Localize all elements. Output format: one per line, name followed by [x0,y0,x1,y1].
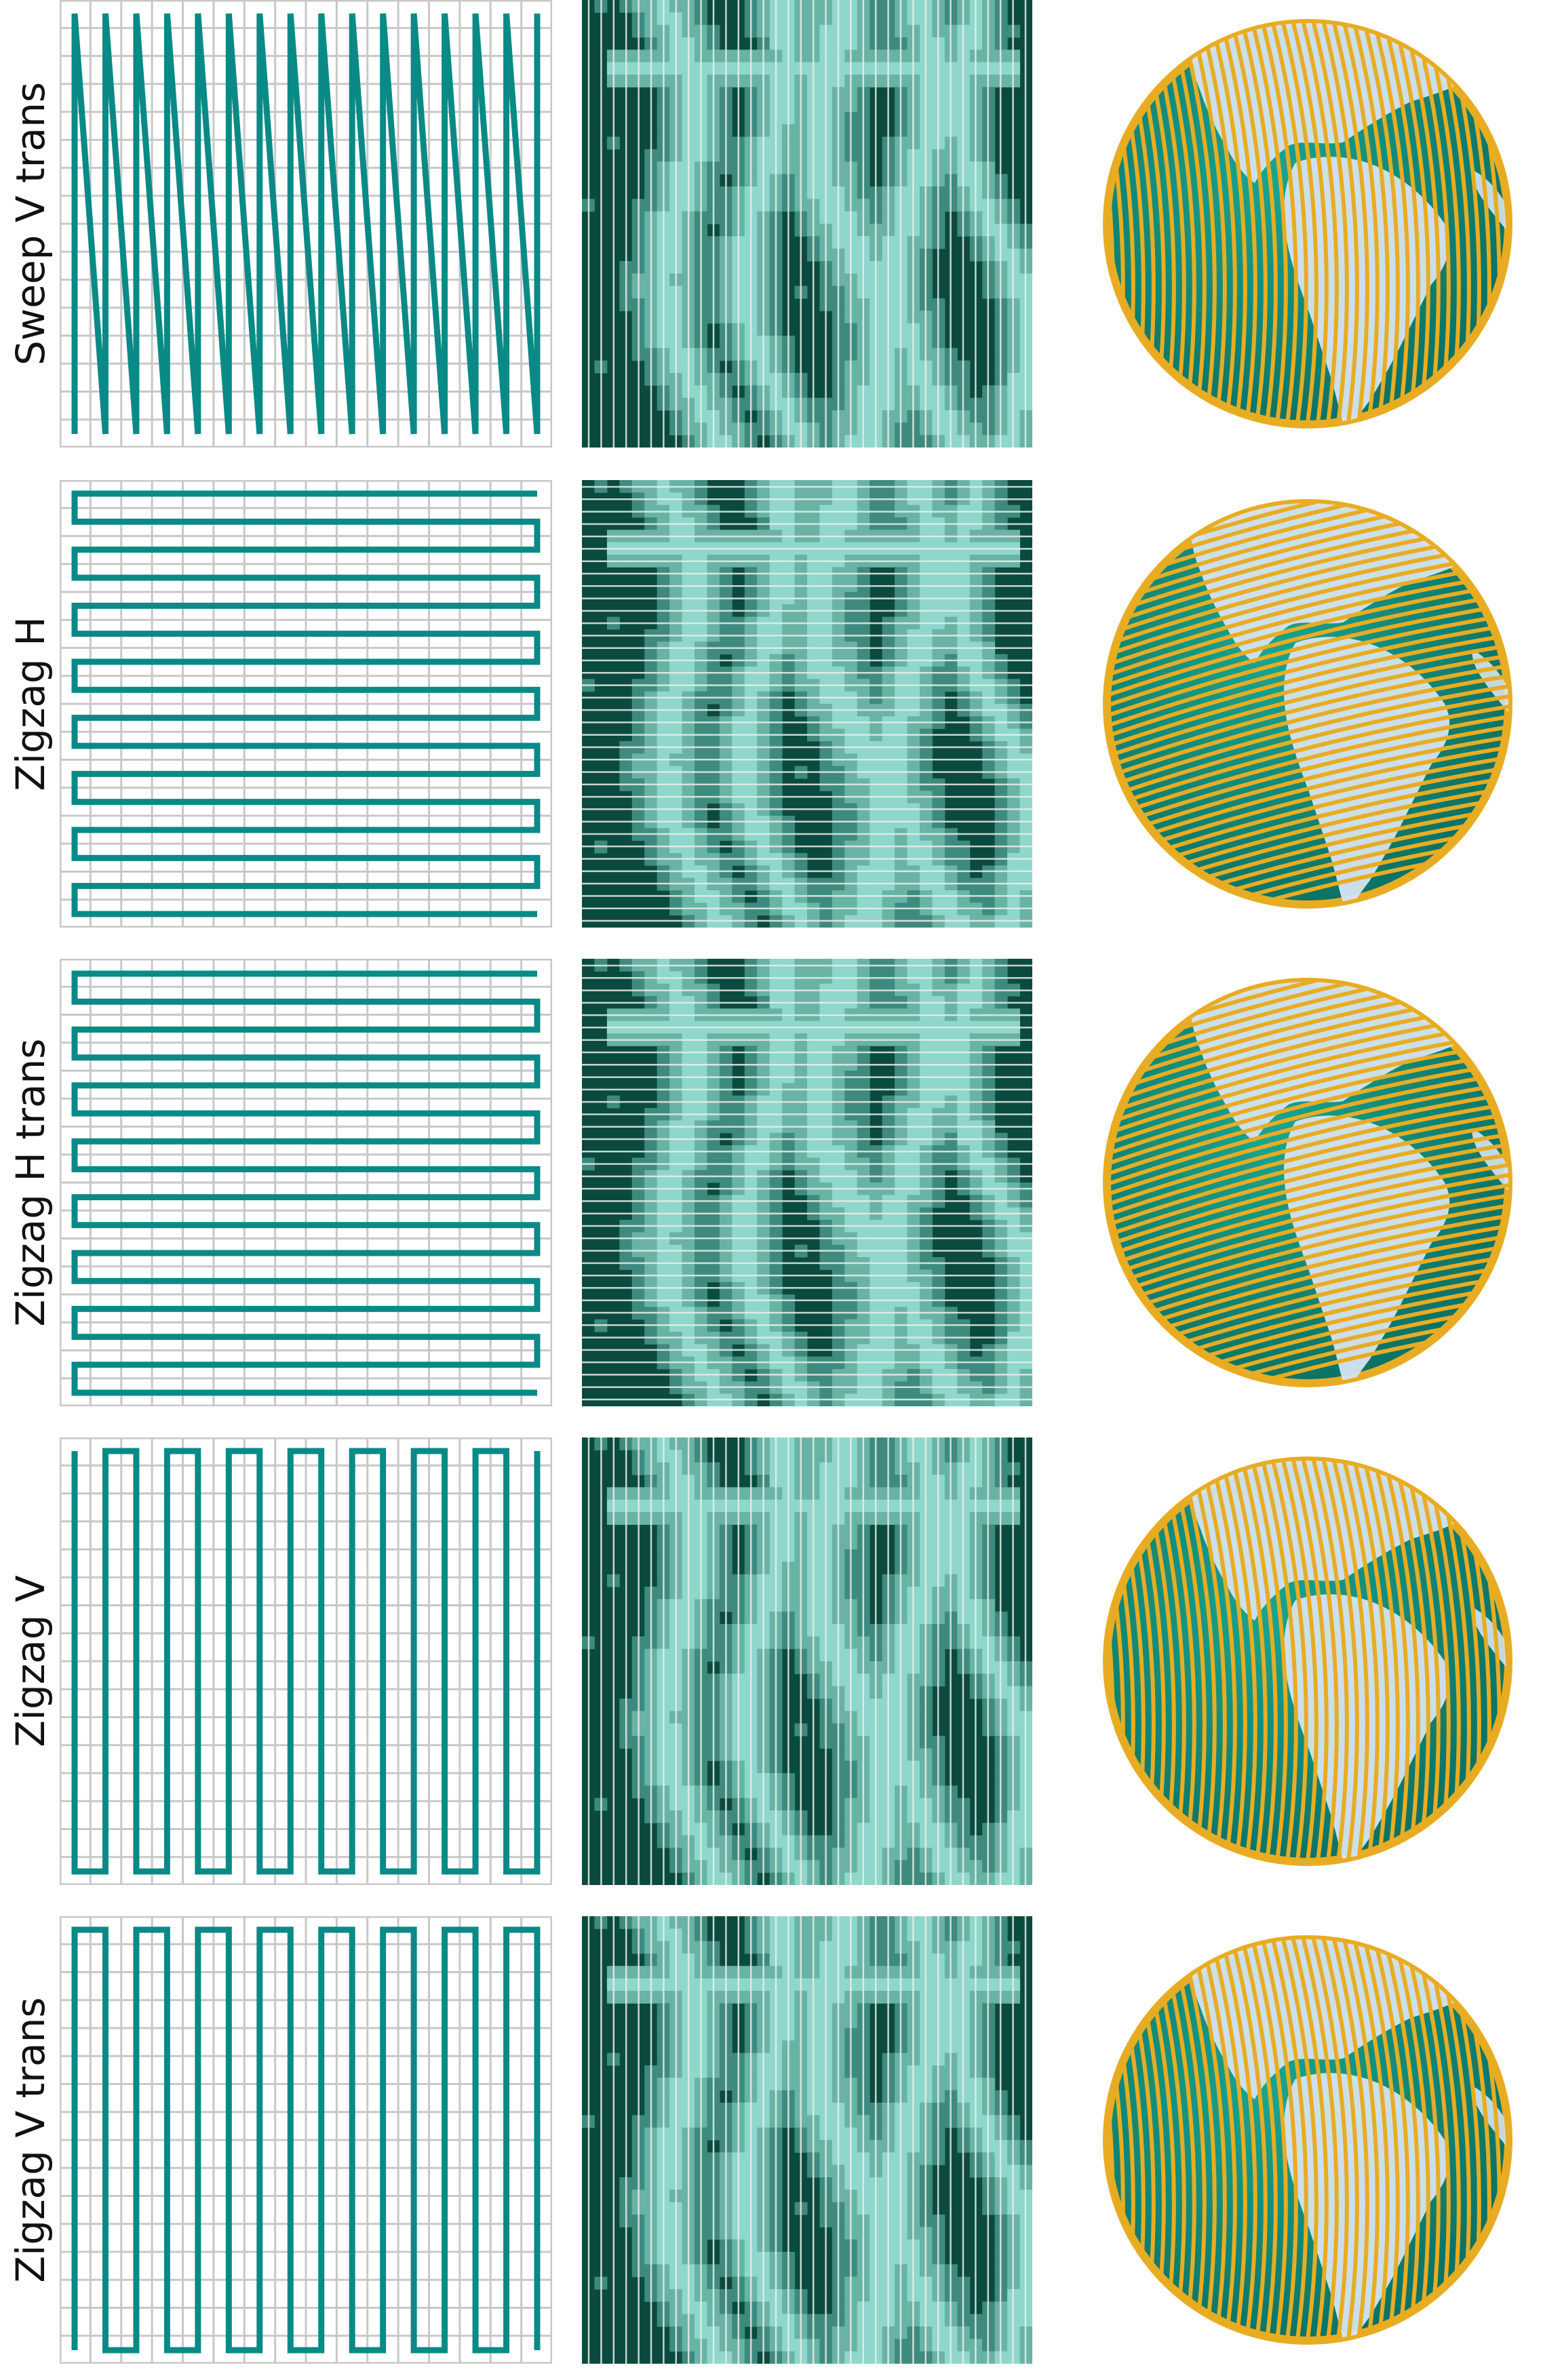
scan-path-plot [60,1916,552,2364]
scan-path-line [71,970,541,1396]
scan-path-panel [60,0,552,448]
scan-lines [582,964,1032,1401]
dem-raster [582,959,1032,1406]
globe-panel [1092,1916,1526,2364]
raster-cells [582,480,1032,928]
dem-raster [582,1916,1032,2364]
globe-panel [1092,959,1526,1406]
dem-raster-panel [582,1916,1032,2364]
row-zigzag-v-trans: Zigzag V trans [0,1916,1543,2364]
row-zigzag-h: Zigzag H [0,480,1543,928]
scan-path-line [71,490,541,917]
row-sweep-v-trans: Sweep V trans [0,0,1543,448]
dem-raster-panel [582,0,1032,448]
dem-raster [582,1437,1032,1885]
row-label-text: Zigzag H trans [7,1038,54,1327]
grid [60,959,552,1406]
row-label: Zigzag V trans [0,1916,61,2364]
row-label: Zigzag V [0,1437,61,1885]
dem-raster-panel [582,480,1032,928]
globe [1103,1935,1512,2345]
scan-path-line [71,13,541,435]
raster-cells [582,1437,1032,1885]
scan-lines [587,1916,1027,2364]
dem-raster-panel [582,959,1032,1406]
grid [60,480,552,928]
globe-panel [1092,1437,1526,1885]
scan-lines [587,0,1027,448]
scan-path-plot [60,1437,552,1885]
row-label: Sweep V trans [0,0,61,448]
scan-path-panel [60,959,552,1406]
row-label-text: Zigzag V [7,1575,54,1747]
scan-path-plot [60,480,552,928]
row-zigzag-h-trans: Zigzag H trans [0,959,1543,1406]
row-zigzag-v: Zigzag V [0,1437,1543,1885]
globe [1103,499,1512,909]
globe [1103,1456,1512,1866]
raster-cells [582,959,1032,1406]
row-label-text: Zigzag V trans [7,1997,54,2283]
grid [60,1437,552,1885]
row-label: Zigzag H trans [0,959,61,1406]
scan-path-panel [60,480,552,928]
globe-panel [1092,480,1526,928]
dem-raster-panel [582,1437,1032,1885]
scan-path-line [71,1926,541,2354]
scan-lines [582,485,1032,922]
scan-path-panel [60,1437,552,1885]
scan-path-plot [60,0,552,448]
dem-raster [582,480,1032,928]
scan-lines [587,1437,1027,1885]
raster-cells [582,1916,1032,2364]
scan-path-panel [60,1916,552,2364]
globe [1103,19,1512,429]
globe [1103,978,1512,1387]
raster-cells [582,0,1032,448]
row-label: Zigzag H [0,480,61,928]
row-label-text: Zigzag H [7,616,54,791]
row-label-text: Sweep V trans [7,81,54,366]
grid [60,1916,552,2364]
scan-path-plot [60,959,552,1406]
scan-orbits [1107,23,1508,424]
scan-path-line [71,1448,541,1875]
globe-panel [1092,0,1526,448]
dem-raster [582,0,1032,448]
